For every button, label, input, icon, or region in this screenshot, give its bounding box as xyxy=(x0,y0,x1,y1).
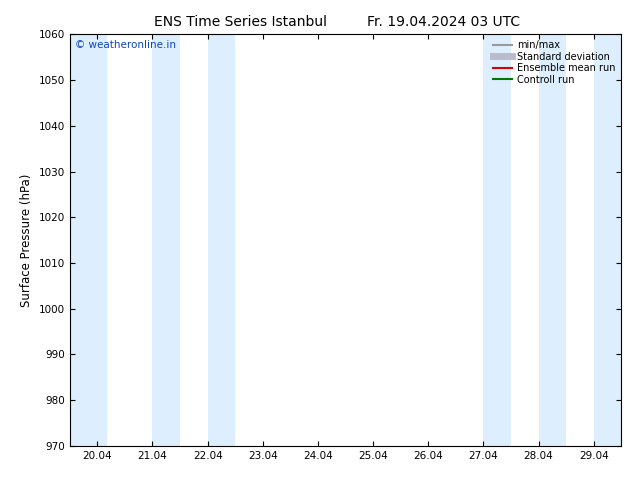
Y-axis label: Surface Pressure (hPa): Surface Pressure (hPa) xyxy=(20,173,33,307)
Text: © weatheronline.in: © weatheronline.in xyxy=(75,41,176,50)
Bar xyxy=(207,34,235,446)
Legend: min/max, Standard deviation, Ensemble mean run, Controll run: min/max, Standard deviation, Ensemble me… xyxy=(489,36,619,88)
Bar xyxy=(593,34,621,446)
Bar xyxy=(153,34,180,446)
Text: Fr. 19.04.2024 03 UTC: Fr. 19.04.2024 03 UTC xyxy=(367,15,521,29)
Bar xyxy=(538,34,566,446)
Bar xyxy=(483,34,511,446)
Text: ENS Time Series Istanbul: ENS Time Series Istanbul xyxy=(155,15,327,29)
Bar xyxy=(70,34,107,446)
